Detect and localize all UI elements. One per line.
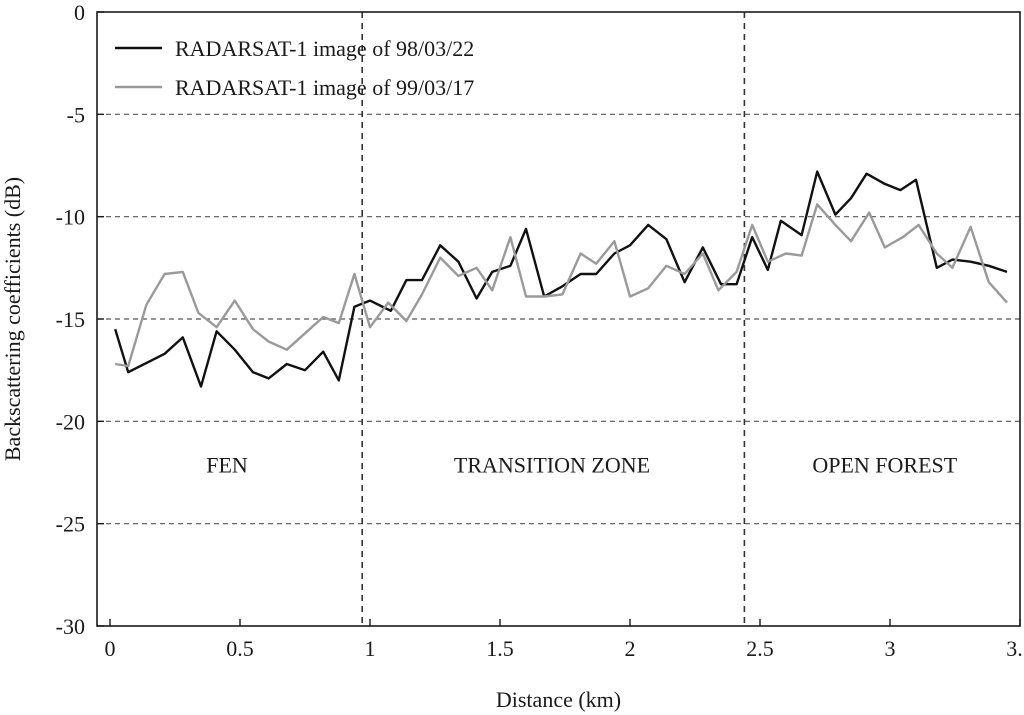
zone-labels: FEN TRANSITION ZONE OPEN FOREST (206, 453, 958, 478)
y-tick-label: -25 (56, 512, 85, 537)
y-tick-label: -30 (56, 614, 85, 639)
zone-label: OPEN FOREST (812, 453, 957, 478)
y-axis-title: Backscattering coefficients (dB) (0, 177, 25, 461)
x-tick-label: 3 (885, 636, 896, 661)
legend-entry-label: RADARSAT-1 image of 98/03/22 (175, 36, 474, 61)
zone-boundaries (361, 12, 746, 626)
series-line-2 (115, 203, 1008, 368)
legend-entry-label: RADARSAT-1 image of 99/03/17 (175, 75, 474, 100)
axis-ticks: 0 0.5 1 1.5 2 2.5 3 3.5 0 -5 -10 -15 -20 -25 -30 (56, 0, 1024, 661)
x-axis-title: Distance (km) (496, 687, 621, 712)
x-tick-label: 0 (105, 636, 116, 661)
x-tick-label: 1 (365, 636, 376, 661)
zone-label: FEN (206, 453, 248, 478)
zone-label: TRANSITION ZONE (454, 453, 650, 478)
x-tick-label: 3.5 (1006, 636, 1024, 661)
series-lines (114, 170, 1008, 388)
y-tick-label: -5 (67, 102, 85, 127)
x-tick-label: 1.5 (486, 636, 514, 661)
series-line-1 (114, 170, 1008, 388)
x-tick-label: 0.5 (226, 636, 254, 661)
x-tick-label: 2 (625, 636, 636, 661)
legend: RADARSAT-1 image of 98/03/22 RADARSAT-1 i… (115, 36, 474, 100)
y-tick-label: -20 (56, 409, 85, 434)
y-tick-label: 0 (74, 0, 85, 25)
y-tick-label: -15 (56, 307, 85, 332)
x-tick-label: 2.5 (746, 636, 774, 661)
y-tick-label: -10 (56, 205, 85, 230)
